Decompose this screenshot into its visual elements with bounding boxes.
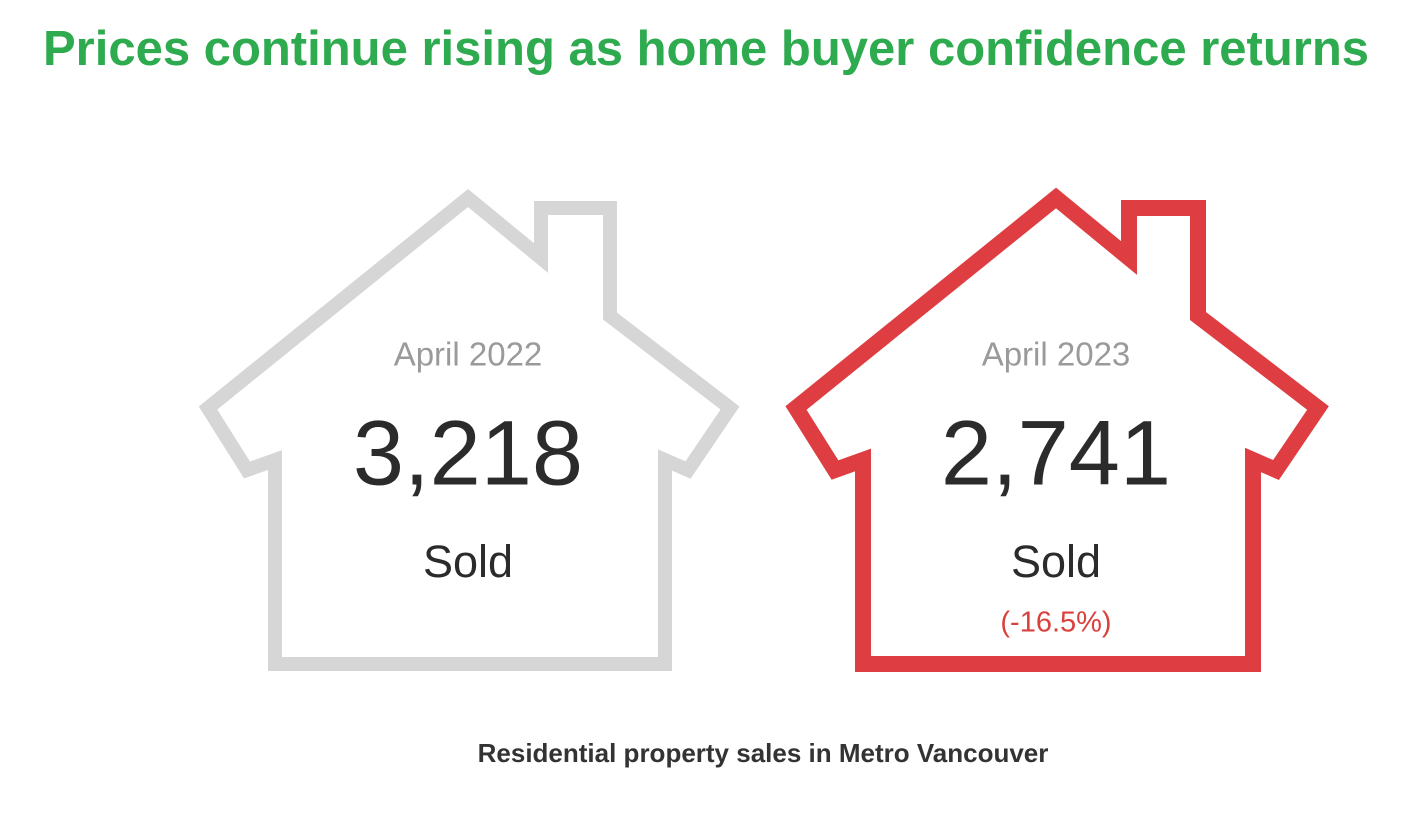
sold-count: 2,741 xyxy=(941,402,1171,504)
house-2023: April 2023 2,741 Sold (-16.5%) xyxy=(785,187,1329,672)
caption: Residential property sales in Metro Vanc… xyxy=(478,738,1049,768)
sold-label: Sold xyxy=(423,536,513,587)
house-2022: April 2022 3,218 Sold xyxy=(198,188,740,671)
period: April 2023 xyxy=(982,336,1131,373)
house-outline xyxy=(785,187,1329,672)
title: Prices continue rising as home buyer con… xyxy=(43,22,1369,76)
house-outline xyxy=(198,188,740,671)
sold-label: Sold xyxy=(1011,536,1101,587)
period: April 2022 xyxy=(394,336,543,373)
sold-count: 3,218 xyxy=(353,402,583,504)
change: (-16.5%) xyxy=(1000,607,1111,639)
